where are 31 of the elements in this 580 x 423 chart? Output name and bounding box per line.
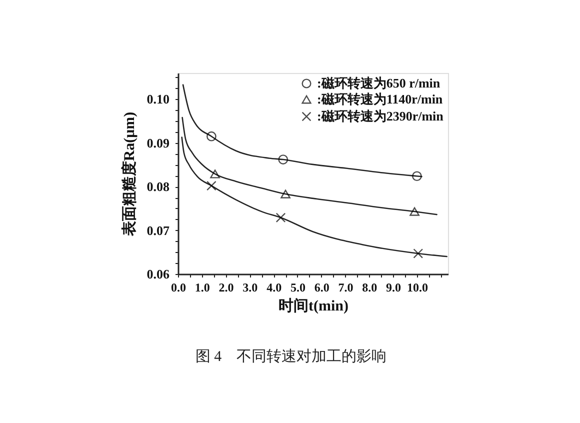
point <box>413 248 424 258</box>
legend-label: :磁环转速为1140r/min <box>317 92 444 106</box>
x-tick-label: 2.0 <box>218 280 234 294</box>
y-tick-label: 0.09 <box>146 135 170 150</box>
x-tick-label: 3.0 <box>242 280 258 294</box>
point <box>280 190 290 198</box>
x-tick-label: 5.0 <box>290 280 306 294</box>
y-tick-label: 0.10 <box>146 92 170 107</box>
x-tick-label: 6.0 <box>314 280 330 294</box>
point <box>206 131 216 142</box>
point <box>210 170 220 178</box>
point <box>412 171 422 182</box>
x-tick-label: 8.0 <box>362 280 378 294</box>
point <box>410 207 420 216</box>
y-axis-title: 表面粗糙度Ra(μm) <box>120 112 138 238</box>
caption: 图 4 不同转速对加工的影响 <box>195 348 387 365</box>
point <box>278 154 288 164</box>
y-tick-label: 0.06 <box>146 266 170 282</box>
x-tick-label: 10.0 <box>406 280 428 294</box>
point <box>276 212 286 223</box>
point <box>206 180 216 191</box>
x-tick-label: 0.0 <box>171 280 186 294</box>
legend-label: :磁环转速为650 r/min <box>317 76 441 90</box>
x-tick-label: 4.0 <box>266 280 282 294</box>
x-tick-label: 9.0 <box>386 280 402 294</box>
x-tick-label: 1.0 <box>194 280 210 294</box>
y-tick-label: 0.07 <box>146 222 170 238</box>
y-tick-label: 0.08 <box>146 179 170 194</box>
x-tick-label: 7.0 <box>338 280 354 294</box>
legend-label: :磁环转速为2390r/min <box>317 108 444 124</box>
x-axis-title: 时间t(min) <box>278 298 348 314</box>
